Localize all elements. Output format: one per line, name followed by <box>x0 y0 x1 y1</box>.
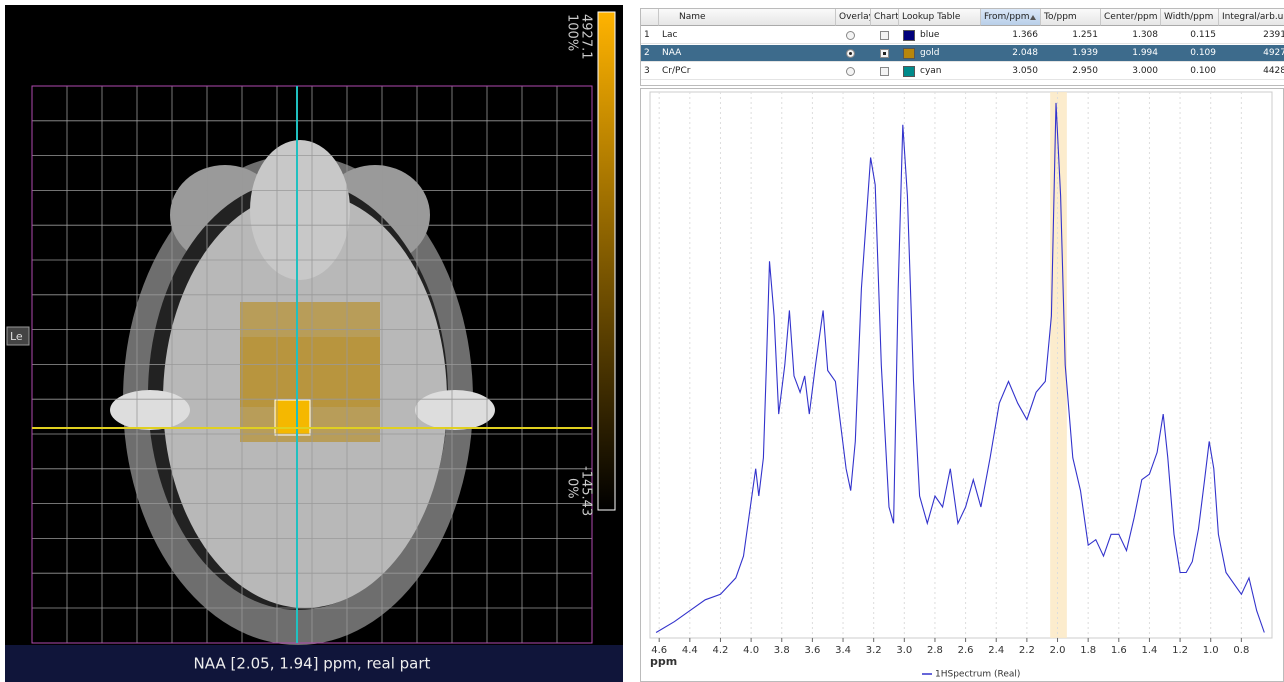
sort-arrow <box>1030 15 1036 20</box>
cell-from: 3.050 <box>981 63 1041 80</box>
cell-to: 1.939 <box>1041 45 1101 62</box>
x-tick-label: 3.2 <box>866 645 882 656</box>
lut-swatch <box>903 66 915 77</box>
cell-center: 1.308 <box>1101 27 1161 44</box>
x-tick-label: 3.8 <box>774 645 790 656</box>
cell-integral: 2391 <box>1219 27 1284 44</box>
column-header[interactable]: Center/ppm <box>1101 9 1161 26</box>
x-tick-label: 3.0 <box>896 645 912 656</box>
lut-name: blue <box>917 27 981 44</box>
legend-label: 1HSpectrum (Real) <box>935 670 1020 680</box>
x-tick-label: 1.0 <box>1203 645 1219 656</box>
cell-width: 0.109 <box>1161 45 1219 62</box>
image-panel: 4927.1 100% -145.43 0% Le NAA [2.05, 1.9… <box>0 0 630 682</box>
colorbar <box>598 12 615 510</box>
x-tick-label: 3.4 <box>835 645 851 656</box>
page: 4927.1 100% -145.43 0% Le NAA [2.05, 1.9… <box>0 0 1284 682</box>
cell-to: 1.251 <box>1041 27 1101 44</box>
column-header[interactable]: Width/ppm <box>1161 9 1219 26</box>
cell-center: 1.994 <box>1101 45 1161 62</box>
colorbar-max-pct: 100% <box>565 14 580 51</box>
row-name: NAA <box>659 45 836 62</box>
cell-from: 2.048 <box>981 45 1041 62</box>
lut-name: cyan <box>917 63 981 80</box>
row-index: 3 <box>641 63 659 80</box>
x-tick-label: 2.2 <box>1019 645 1035 656</box>
column-header[interactable]: Integral/arb.u <box>1219 9 1284 26</box>
column-header[interactable]: Lookup Table <box>899 9 981 26</box>
x-tick-label: 1.6 <box>1111 645 1127 656</box>
row-index: 2 <box>641 45 659 62</box>
x-axis-label: ppm <box>650 655 677 668</box>
x-tick-label: 1.8 <box>1080 645 1096 656</box>
x-tick-label: 4.4 <box>682 645 698 656</box>
row-name: Cr/PCr <box>659 63 836 80</box>
x-tick-label: 3.6 <box>804 645 820 656</box>
header-corner <box>641 9 659 26</box>
x-tick-label: 1.2 <box>1172 645 1188 656</box>
band-highlight <box>1050 92 1067 638</box>
cell-to: 2.950 <box>1041 63 1101 80</box>
x-tick-label: 2.4 <box>988 645 1004 656</box>
cell-center: 3.000 <box>1101 63 1161 80</box>
column-header[interactable]: Chart <box>871 9 899 26</box>
overlay-radio[interactable] <box>846 31 855 40</box>
x-tick-label: 1.4 <box>1141 645 1157 656</box>
overlay-radio[interactable] <box>846 67 855 76</box>
lut-swatch <box>903 48 915 59</box>
colorbar-max: 4927.1 <box>579 14 594 60</box>
chart-checkbox[interactable] <box>880 31 889 40</box>
column-header[interactable]: Overlay <box>836 9 871 26</box>
colorbar-min: -145.43 <box>579 466 594 516</box>
cell-integral: 4428 <box>1219 63 1284 80</box>
lut-swatch <box>903 30 915 41</box>
colorbar-min-pct: 0% <box>565 478 580 499</box>
side-label: Le <box>10 330 23 343</box>
x-tick-label: 2.8 <box>927 645 943 656</box>
row-name: Lac <box>659 27 836 44</box>
cell-from: 1.366 <box>981 27 1041 44</box>
chart-checkbox[interactable] <box>880 49 889 58</box>
row-index: 1 <box>641 27 659 44</box>
overlay-radio[interactable] <box>846 49 855 58</box>
x-tick-label: 4.2 <box>713 645 729 656</box>
x-tick-label: 4.0 <box>743 645 759 656</box>
caption: NAA [2.05, 1.94] ppm, real part <box>194 655 431 673</box>
column-header[interactable]: To/ppm <box>1041 9 1101 26</box>
cell-width: 0.100 <box>1161 63 1219 80</box>
cell-width: 0.115 <box>1161 27 1219 44</box>
column-header[interactable]: Name <box>659 9 836 26</box>
lut-name: gold <box>917 45 981 62</box>
x-tick-label: 2.6 <box>958 645 974 656</box>
x-tick-label: 2.0 <box>1050 645 1066 656</box>
cell-integral: 4927 <box>1219 45 1284 62</box>
x-tick-label: 0.8 <box>1233 645 1249 656</box>
chart-checkbox[interactable] <box>880 67 889 76</box>
